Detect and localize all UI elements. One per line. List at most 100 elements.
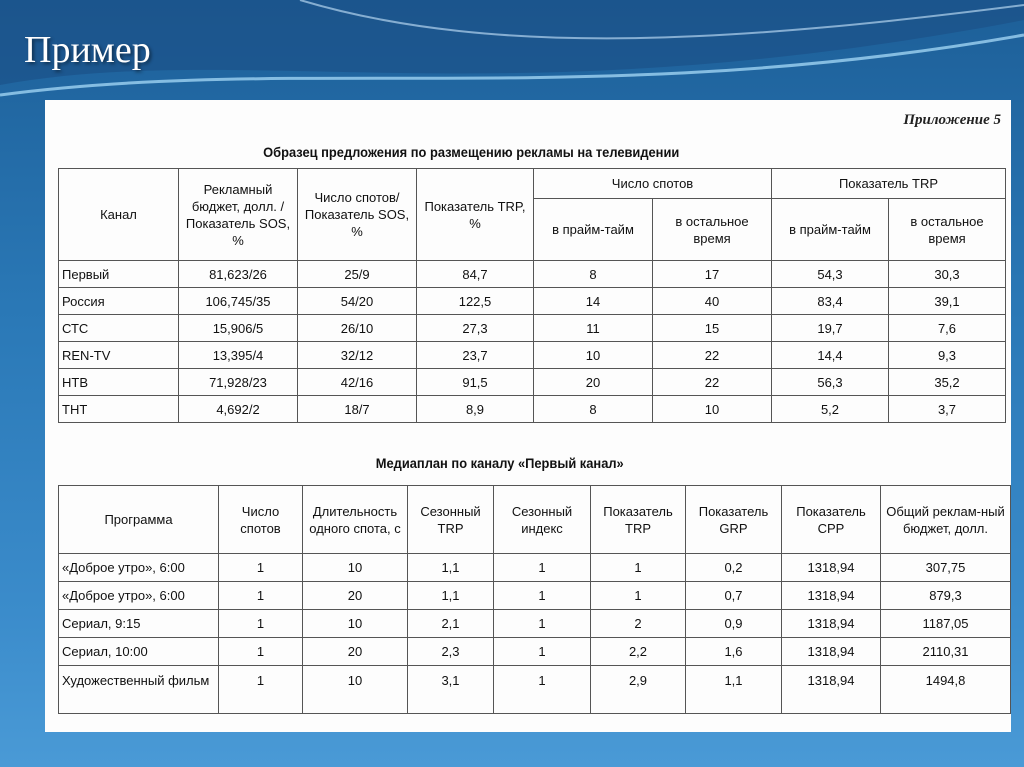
table-cell: 30,3: [888, 260, 1006, 288]
table-cell: 20: [302, 637, 408, 666]
column-header: Число спотов: [218, 485, 303, 554]
table-cell: 10: [652, 395, 772, 423]
table1-caption: Образец предложения по размещению реклам…: [263, 144, 680, 160]
table-cell: 22: [652, 341, 772, 369]
table-cell: 0,2: [685, 553, 782, 582]
table-row: НТВ 71,928/23 42/16 91,5 20 22 56,3 35,2: [58, 368, 1006, 396]
media-plan-table: Программа Число спотов Длительность одного…: [58, 485, 1011, 714]
table-cell: 1,6: [685, 637, 782, 666]
table-cell: 1318,94: [781, 637, 881, 666]
table-cell: 40: [652, 287, 772, 315]
column-header: Сезонный TRP: [407, 485, 494, 554]
table-row: Первый 81,623/26 25/9 84,7 8 17 54,3 30,3: [58, 260, 1006, 288]
table-cell: 1494,8: [880, 665, 1011, 714]
table-cell: 10: [302, 553, 408, 582]
table-cell: 20: [302, 581, 408, 610]
table-cell: 0,7: [685, 581, 782, 610]
table-cell: 1318,94: [781, 581, 881, 610]
table-cell: 1: [590, 553, 686, 582]
table-cell: 81,623/26: [178, 260, 298, 288]
table-cell: 14: [533, 287, 653, 315]
table-cell: 20: [533, 368, 653, 396]
header-trp-group: Показатель TRP: [771, 168, 1006, 199]
channel-name: Первый: [58, 260, 179, 288]
table-cell: 2: [590, 609, 686, 638]
subheader-other: в остальное время: [888, 198, 1006, 261]
table-cell: 307,75: [880, 553, 1011, 582]
table-cell: 10: [533, 341, 653, 369]
table-cell: 32/12: [297, 341, 417, 369]
table-cell: 11: [533, 314, 653, 342]
table-row: «Доброе утро», 6:00 1 10 1,1 1 1 0,2 1318,94 307…: [58, 553, 1011, 582]
table-cell: 22: [652, 368, 772, 396]
table-row: REN-TV 13,395/4 32/12 23,7 10 22 14,4 9,3: [58, 341, 1006, 369]
table-cell: 18/7: [297, 395, 417, 423]
column-header: Длительность одного спота, с: [302, 485, 408, 554]
table-cell: 2,3: [407, 637, 494, 666]
table-cell: 14,4: [771, 341, 889, 369]
table-cell: 8,9: [416, 395, 534, 423]
table-row: Сериал, 9:15 1 10 2,1 1 2 0,9 1318,94 1187,05: [58, 609, 1011, 638]
table-cell: 2110,31: [880, 637, 1011, 666]
column-header: Общий реклам-ный бюджет, долл.: [880, 485, 1011, 554]
table-cell: 106,745/35: [178, 287, 298, 315]
table-cell: 13,395/4: [178, 341, 298, 369]
program-name: Художественный фильм: [58, 665, 219, 714]
scanned-document: Приложение 5 Образец предложения по разм…: [45, 100, 1011, 732]
column-header: Показатель CPP: [781, 485, 881, 554]
table-cell: 54,3: [771, 260, 889, 288]
table-cell: 26/10: [297, 314, 417, 342]
table-cell: 56,3: [771, 368, 889, 396]
appendix-label: Приложение 5: [903, 112, 1001, 128]
table-cell: 1187,05: [880, 609, 1011, 638]
table-cell: 17: [652, 260, 772, 288]
table-cell: 1,1: [407, 581, 494, 610]
header-spot-count: Число спотов: [533, 168, 772, 199]
table-cell: 1318,94: [781, 665, 881, 714]
column-header: Программа: [58, 485, 219, 554]
table-row: Художественный фильм 1 10 3,1 1 2,9 1,1 1318,94…: [58, 665, 1011, 714]
table-cell: 122,5: [416, 287, 534, 315]
table-cell: 1: [493, 553, 591, 582]
table-cell: 879,3: [880, 581, 1011, 610]
table-cell: 1: [218, 553, 303, 582]
table-cell: 1: [218, 581, 303, 610]
channel-name: Россия: [58, 287, 179, 315]
header-trp: Показатель TRP, %: [416, 168, 534, 261]
table-cell: 3,7: [888, 395, 1006, 423]
table-cell: 1: [218, 665, 303, 714]
table-cell: 1318,94: [781, 553, 881, 582]
table-row: Сериал, 10:00 1 20 2,3 1 2,2 1,6 1318,94 2110,31: [58, 637, 1011, 666]
slide-title: Пример: [24, 29, 151, 71]
table-row: СТС 15,906/5 26/10 27,3 11 15 19,7 7,6: [58, 314, 1006, 342]
header-budget: Рекламный бюджет, долл. /Показатель SOS,…: [178, 168, 298, 261]
table-row: Россия 106,745/35 54/20 122,5 14 40 83,4 39,1: [58, 287, 1006, 315]
program-name: «Доброе утро», 6:00: [58, 581, 219, 610]
table-cell: 1318,94: [781, 609, 881, 638]
subheader-other: в остальное время: [652, 198, 772, 261]
table-cell: 2,1: [407, 609, 494, 638]
table-cell: 7,6: [888, 314, 1006, 342]
table-cell: 39,1: [888, 287, 1006, 315]
header-spots-sos: Число спотов/ Показатель SOS, %: [297, 168, 417, 261]
table-cell: 1,1: [685, 665, 782, 714]
column-header: Показатель GRP: [685, 485, 782, 554]
table-cell: 1: [590, 581, 686, 610]
table-cell: 2,9: [590, 665, 686, 714]
program-name: Сериал, 9:15: [58, 609, 219, 638]
table2-caption: Медиаплан по каналу «Первый канал»: [375, 455, 624, 471]
table-cell: 10: [302, 665, 408, 714]
table-cell: 5,2: [771, 395, 889, 423]
table-cell: 15: [652, 314, 772, 342]
table-cell: 8: [533, 395, 653, 423]
table-cell: 1: [218, 637, 303, 666]
column-header: Сезонный индекс: [493, 485, 591, 554]
table-cell: 1: [218, 609, 303, 638]
table-cell: 0,9: [685, 609, 782, 638]
table-cell: 84,7: [416, 260, 534, 288]
table-cell: 1: [493, 665, 591, 714]
table-row: «Доброе утро», 6:00 1 20 1,1 1 1 0,7 1318,94 879…: [58, 581, 1011, 610]
channel-name: СТС: [58, 314, 179, 342]
table-cell: 1,1: [407, 553, 494, 582]
table-cell: 9,3: [888, 341, 1006, 369]
